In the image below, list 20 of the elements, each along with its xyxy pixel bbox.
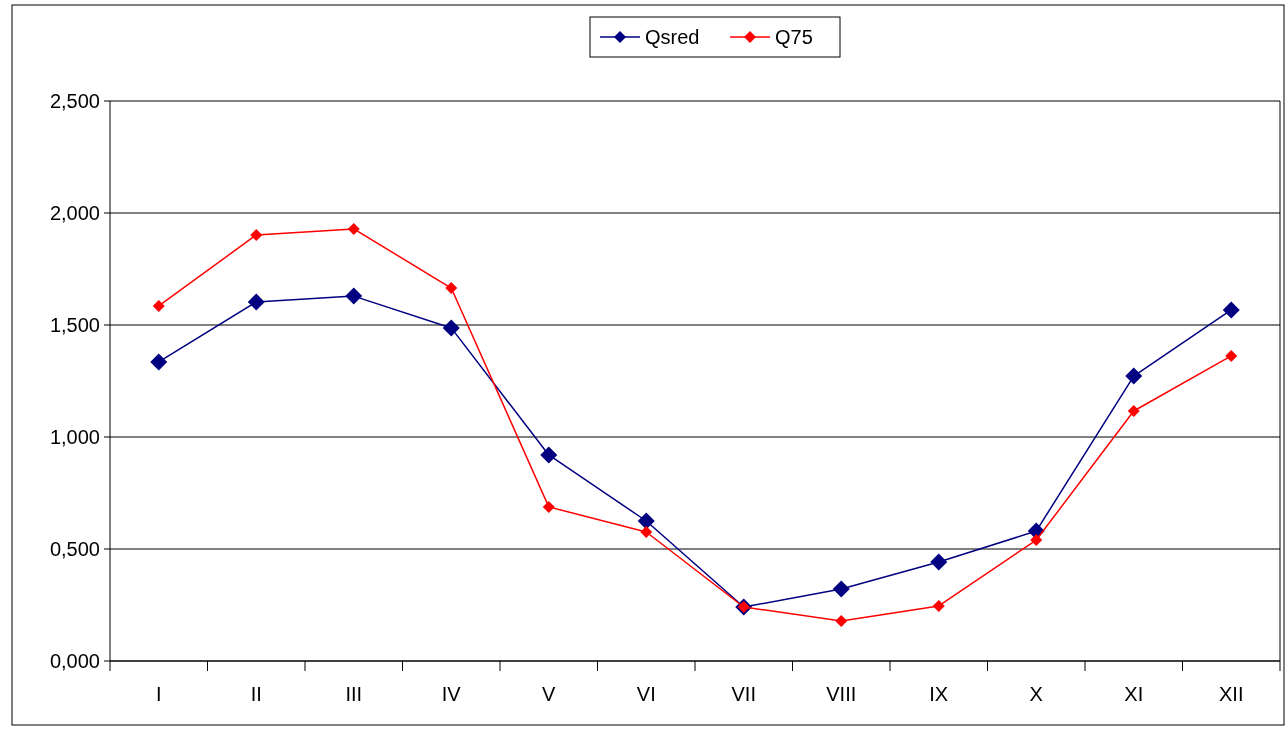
x-tick-label: V — [542, 683, 557, 705]
x-tick-label: III — [345, 683, 363, 705]
x-tick-label: X — [1029, 683, 1043, 705]
x-tick-label: XII — [1219, 683, 1244, 705]
y-tick-label: 1,000 — [49, 426, 100, 448]
x-tick-label: XI — [1124, 683, 1144, 705]
x-tick-label: VIII — [826, 683, 857, 705]
legend-label: Qsred — [645, 26, 700, 48]
x-tick-label: I — [155, 683, 162, 705]
x-tick-label: VII — [731, 683, 756, 705]
y-tick-label: 0,500 — [49, 538, 100, 560]
x-tick-label: II — [250, 683, 262, 705]
y-tick-label: 0,000 — [49, 650, 100, 672]
x-tick-label: IV — [441, 683, 462, 705]
legend-label: Q75 — [775, 26, 813, 48]
y-tick-label: 2,000 — [49, 202, 100, 224]
y-tick-label: 1,500 — [49, 314, 100, 336]
x-tick-label: VI — [636, 683, 656, 705]
x-tick-label: IX — [929, 683, 949, 705]
y-tick-label: 2,500 — [49, 90, 100, 112]
